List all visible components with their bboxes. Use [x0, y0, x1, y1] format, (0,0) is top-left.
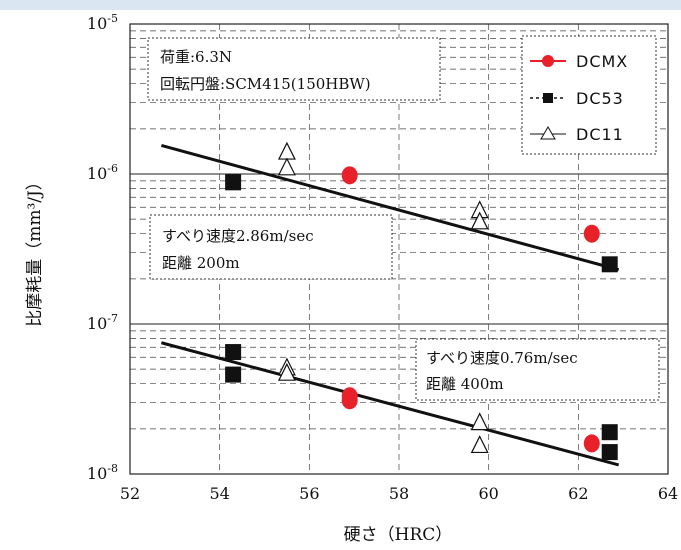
trend-line: [160, 341, 620, 467]
annotation-speed-high-line2: 距離 200m: [162, 254, 240, 272]
annotation-speed-high-box: すべり速度2.86m/sec 距離 200m: [149, 214, 393, 280]
point-dc11: [277, 362, 296, 381]
point-dc53: [601, 424, 618, 441]
x-tick-labels: 52 54 56 58 60 62 64: [120, 484, 678, 503]
y-tick-labels: 10-8 10-7 10-6 10-5: [87, 12, 118, 483]
x-tick-label: 54: [209, 484, 229, 503]
data-points: [225, 141, 618, 461]
top-banner: [0, 0, 681, 10]
y-tick-label: 10-8: [87, 462, 118, 483]
annotation-speed-high-line1: すべり速度2.86m/sec: [162, 227, 314, 245]
legend-item-dcmx: DCMX: [530, 52, 628, 71]
legend-dc53-marker: [543, 93, 553, 103]
point-dcmx: [341, 391, 358, 410]
legend-dcmx-marker: [542, 55, 554, 67]
x-tick-label: 62: [568, 484, 588, 503]
point-dc11: [470, 412, 489, 431]
point-dc53: [225, 366, 242, 383]
trend-lines: [160, 144, 620, 467]
point-dcmx: [341, 166, 358, 185]
legend-dc53-label: DC53: [576, 89, 624, 108]
x-tick-label: 56: [299, 484, 319, 503]
point-dc53: [601, 256, 618, 273]
point-dc11: [277, 157, 296, 176]
x-tick-label: 60: [478, 484, 498, 503]
x-tick-label: 64: [658, 484, 678, 503]
legend: DCMX DC53 DC11: [521, 35, 657, 155]
legend-dcmx-label: DCMX: [576, 52, 628, 71]
annotation-load-box: 荷重:6.3N 回転円盤:SCM415(150HBW): [147, 37, 441, 101]
point-dc53: [601, 444, 618, 461]
annotation-load-line2: 回転円盤:SCM415(150HBW): [160, 75, 371, 93]
legend-item-dc53: DC53: [530, 89, 624, 108]
annotation-speed-low-frame: [415, 338, 660, 401]
annotation-speed-low-line1: すべり速度0.76m/sec: [426, 349, 578, 367]
plot-border: [129, 23, 669, 475]
annotation-speed-low-box: すべり速度0.76m/sec 距離 400m: [415, 338, 660, 401]
legend-dc11-marker: [540, 126, 556, 140]
point-dcmx: [583, 224, 600, 243]
y-tick-label: 10-7: [87, 312, 118, 333]
point-dc11: [277, 141, 296, 160]
y-tick-label: 10-5: [87, 12, 118, 33]
point-dc11: [470, 435, 489, 454]
point-dc53: [225, 174, 242, 191]
y-tick-label: 10-6: [87, 162, 118, 183]
x-tick-label: 52: [120, 484, 140, 503]
point-dcmx: [583, 434, 600, 453]
annotation-speed-high-frame: [149, 214, 393, 280]
point-dc11: [470, 211, 489, 230]
plot-frame: [129, 23, 669, 475]
annotation-load-frame: [147, 37, 441, 101]
annotation-load-line1: 荷重:6.3N: [160, 48, 232, 66]
y-axis-label: 比摩耗量（mm³/J）: [25, 173, 45, 327]
trend-line: [160, 144, 620, 272]
point-dc53: [225, 344, 242, 361]
annotation-speed-low-line2: 距離 400m: [426, 375, 504, 393]
x-axis-label: 硬さ（HRC）: [344, 525, 453, 545]
legend-dc11-label: DC11: [576, 125, 624, 144]
x-tick-label: 58: [389, 484, 409, 503]
legend-item-dc11: DC11: [530, 125, 624, 144]
